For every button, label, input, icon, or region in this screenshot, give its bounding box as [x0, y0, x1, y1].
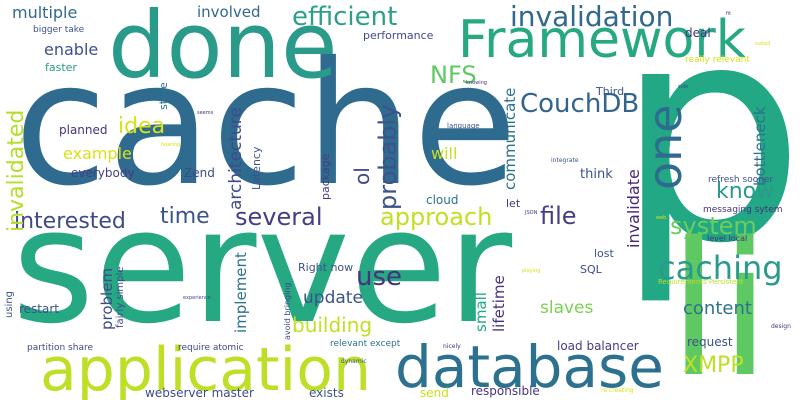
word-refresh-sooner: refresh sooner [708, 176, 773, 185]
word-several: several [235, 205, 322, 229]
word-level-local: level local [707, 235, 747, 243]
word-fit: fit [726, 12, 731, 17]
word-example: example [63, 146, 132, 162]
word-file: file [540, 204, 577, 228]
word-involved: involved [197, 5, 261, 20]
word-building: building [292, 315, 372, 335]
word-faster: faster [45, 62, 77, 73]
word-seems: seems [197, 111, 213, 116]
word-suited: suited [755, 42, 770, 47]
word-design: design [771, 324, 791, 330]
word-small: small [474, 292, 489, 332]
word-well: well [655, 362, 660, 372]
word-lost: lost [594, 248, 614, 259]
word-require-atomic: require atomic [178, 344, 244, 353]
word-messaging-sytem: messaging sytem [703, 206, 783, 215]
word-side: side [678, 85, 688, 90]
word-third: Third [596, 86, 624, 97]
word-latency: Latency [251, 147, 262, 190]
word-experience: experience [183, 296, 211, 301]
word-ol: ol [352, 167, 372, 185]
word-everybody: everybody [71, 167, 135, 179]
word-knowing: knowing [466, 81, 487, 86]
word-requirements-persistent: Requirements Persistent [658, 279, 744, 286]
word-will: will [431, 146, 457, 162]
word-content: content [683, 300, 752, 318]
word-restart: restart [19, 303, 59, 315]
word-right-now: Right now [298, 262, 353, 273]
word-fairly-simple: fairly simple [116, 267, 126, 328]
word-re-creating: re creating [601, 388, 634, 394]
word-invalidated: invalidated [6, 110, 28, 232]
word-invalidate: invalidate [626, 169, 642, 248]
word-language: language [447, 123, 480, 130]
word-problem: problem [100, 268, 115, 330]
word-really-relevant: really relevant [685, 56, 750, 65]
word-interested: interested [14, 211, 126, 233]
word-probably: probably [376, 105, 400, 210]
word-implement: implement [234, 252, 249, 333]
word-package: package [320, 154, 331, 200]
word-hearing: hearing [161, 143, 180, 148]
word-nicely: nicely [443, 344, 461, 350]
word-multiple: multiple [12, 5, 77, 21]
word-invalidation: invalidation [510, 3, 673, 31]
word-cloud: cloud [426, 194, 459, 206]
word-enable: enable [44, 42, 98, 58]
word-partition-share: partition share [27, 344, 93, 353]
word-integrate: integrate [551, 158, 579, 164]
word-avoid-bringing: avoid bringing [284, 283, 292, 340]
word-architecture: architecture [228, 107, 245, 210]
word-use: use [356, 264, 402, 290]
word-think: think [580, 168, 613, 181]
word-relevant-except: relevant except [330, 340, 400, 349]
word-lifetime: lifetime [492, 275, 507, 332]
word-xmpp: XMPP [683, 355, 744, 377]
word-let: let [506, 198, 520, 209]
word-sql: SQL [580, 264, 602, 275]
word-performance: performance [363, 30, 433, 41]
word-web: web [656, 216, 666, 221]
word-dynamic: dynamic [341, 359, 367, 365]
word-zend: Zend [184, 167, 215, 179]
word-deal: deal [685, 27, 711, 39]
word-one: one [642, 104, 688, 190]
word-request: request [687, 336, 733, 348]
word-using: using [5, 291, 15, 318]
word-playing: playing [522, 269, 540, 274]
word-slaves: slaves [540, 300, 593, 317]
word-update: update [303, 290, 363, 307]
word-efficient: efficient [292, 4, 397, 30]
word-load-balancer: load balancer [557, 340, 639, 352]
word-bigger-take: bigger take [33, 26, 84, 35]
word-planned: planned [59, 124, 108, 136]
word-exists: exists [309, 387, 344, 399]
word-webserver-master: webserver master [145, 387, 254, 399]
word-idea: idea [118, 116, 165, 138]
word-time: time [160, 206, 210, 228]
word-json: JSON [525, 211, 537, 216]
word-communicate: communicate [503, 88, 518, 190]
word-store: store [158, 82, 169, 110]
word-send: send [420, 387, 449, 399]
word-responsible: responsible [471, 385, 540, 397]
